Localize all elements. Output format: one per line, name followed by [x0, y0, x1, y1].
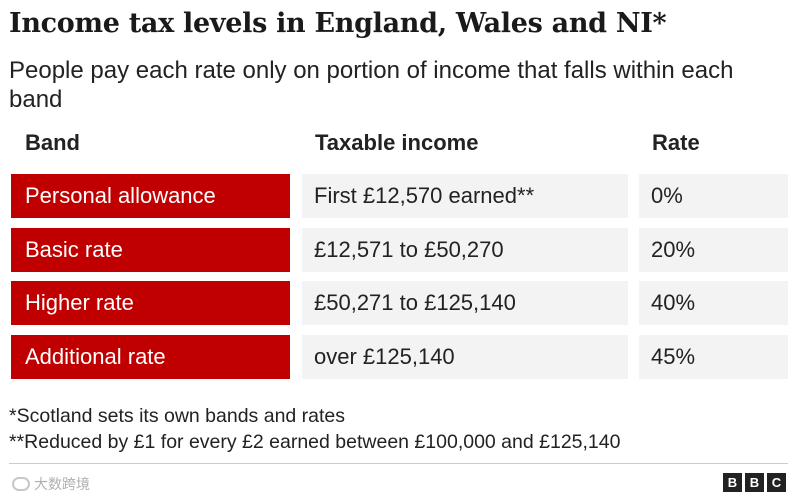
bbc-logo: B B C: [723, 473, 786, 492]
rate-cell: 45%: [639, 335, 788, 379]
column-header-band: Band: [25, 130, 80, 155]
bbc-logo-letter: B: [723, 473, 742, 492]
column-header-taxable-income: Taxable income: [315, 130, 479, 155]
footer-divider: [9, 463, 788, 464]
income-cell: £12,571 to £50,270: [302, 228, 628, 272]
band-label: Additional rate: [11, 335, 290, 379]
chart-subtitle: People pay each rate only on portion of …: [9, 57, 734, 113]
rate-cell: 20%: [639, 228, 788, 272]
band-label: Personal allowance: [11, 174, 290, 218]
chart-title: Income tax levels in England, Wales and …: [9, 8, 667, 39]
bbc-logo-letter: B: [745, 473, 764, 492]
footnote-scotland: *Scotland sets its own bands and rates: [9, 405, 346, 427]
bbc-logo-letter: C: [767, 473, 786, 492]
band-label: Higher rate: [11, 281, 290, 325]
table-row: Higher rate £50,271 to £125,140 40%: [11, 281, 788, 325]
income-cell: over £125,140: [302, 335, 628, 379]
income-cell: £50,271 to £125,140: [302, 281, 628, 325]
watermark-text: 大数跨境: [34, 476, 90, 492]
watermark: 大数跨境: [12, 474, 90, 494]
income-cell: First £12,570 earned**: [302, 174, 628, 218]
footnote-personal-allowance: **Reduced by £1 for every £2 earned betw…: [9, 431, 621, 453]
rate-cell: 0%: [639, 174, 788, 218]
column-header-rate: Rate: [652, 130, 700, 155]
table-row: Additional rate over £125,140 45%: [11, 335, 788, 379]
band-label: Basic rate: [11, 228, 290, 272]
table-row: Personal allowance First £12,570 earned*…: [11, 174, 788, 218]
rate-cell: 40%: [639, 281, 788, 325]
table-row: Basic rate £12,571 to £50,270 20%: [11, 228, 788, 272]
watermark-logo-icon: [12, 477, 30, 491]
